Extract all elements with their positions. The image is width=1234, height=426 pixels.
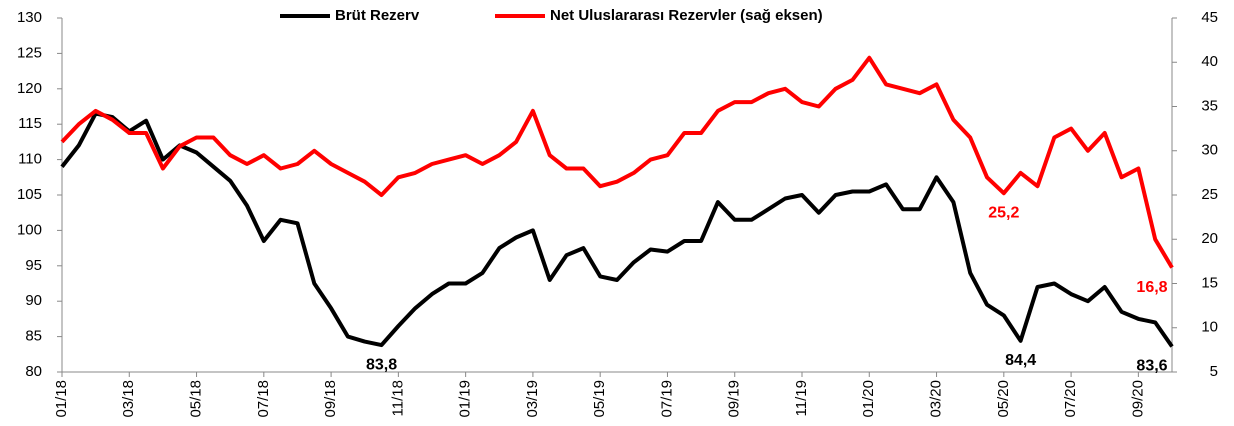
line-series: [60, 111, 1174, 348]
x-tick-label: 07/19: [658, 380, 675, 418]
y2-tick-label: 25: [1201, 186, 1218, 203]
y-tick-label: 100: [17, 221, 42, 238]
y-tick-label: 115: [18, 115, 42, 132]
y-tick-label: 125: [17, 44, 42, 61]
y2-tick-label: 30: [1201, 142, 1218, 159]
x-tick-label: 05/18: [188, 380, 205, 418]
x-tick-label: 11/19: [793, 380, 810, 416]
x-tick-label: 07/18: [255, 380, 272, 418]
y2-tick-label: 20: [1201, 230, 1218, 247]
y-tick-label: 95: [25, 257, 42, 274]
value-label: 83,6: [1136, 358, 1167, 375]
y-tick-label: 80: [25, 363, 42, 380]
x-tick-label: 01/20: [860, 380, 877, 418]
x-tick-label: 05/19: [591, 380, 608, 418]
y-tick-label: 85: [25, 328, 42, 345]
legend-label: Net Uluslararası Rezervler (sağ eksen): [550, 7, 823, 24]
value-label: 16,8: [1136, 279, 1167, 296]
y2-tick-label: 10: [1201, 319, 1218, 336]
y2-tick-label: 40: [1201, 53, 1218, 70]
legend-label: Brüt Rezerv: [335, 7, 420, 24]
y-tick-label: 90: [25, 292, 42, 309]
x-tick-label: 09/20: [1129, 380, 1146, 418]
x-tick-label: 09/18: [322, 380, 339, 418]
y2-tick-label: 45: [1201, 9, 1218, 26]
x-tick-label: 07/20: [1062, 380, 1079, 418]
y-tick-label: 110: [18, 151, 42, 168]
x-tick-label: 01/19: [457, 380, 474, 418]
y2-tick-label: 35: [1201, 97, 1218, 114]
x-tick-label: 01/18: [53, 380, 70, 418]
y2-tick-label: 5: [1210, 363, 1218, 380]
line-series: [60, 55, 1174, 269]
y-tick-label: 130: [17, 9, 42, 26]
value-label: 25,2: [988, 204, 1019, 221]
x-tick-label: 03/19: [524, 380, 541, 418]
value-label: 83,8: [366, 356, 397, 373]
y-tick-label: 120: [17, 80, 42, 97]
value-label: 84,4: [1005, 352, 1036, 369]
x-tick-label: 11/18: [389, 380, 406, 416]
x-tick-label: 03/18: [120, 380, 137, 418]
x-tick-label: 05/20: [995, 380, 1012, 418]
x-tick-label: 09/19: [726, 380, 743, 418]
x-tick-label: 03/20: [928, 380, 945, 418]
y2-tick-label: 15: [1201, 274, 1218, 291]
y-tick-label: 105: [17, 186, 42, 203]
